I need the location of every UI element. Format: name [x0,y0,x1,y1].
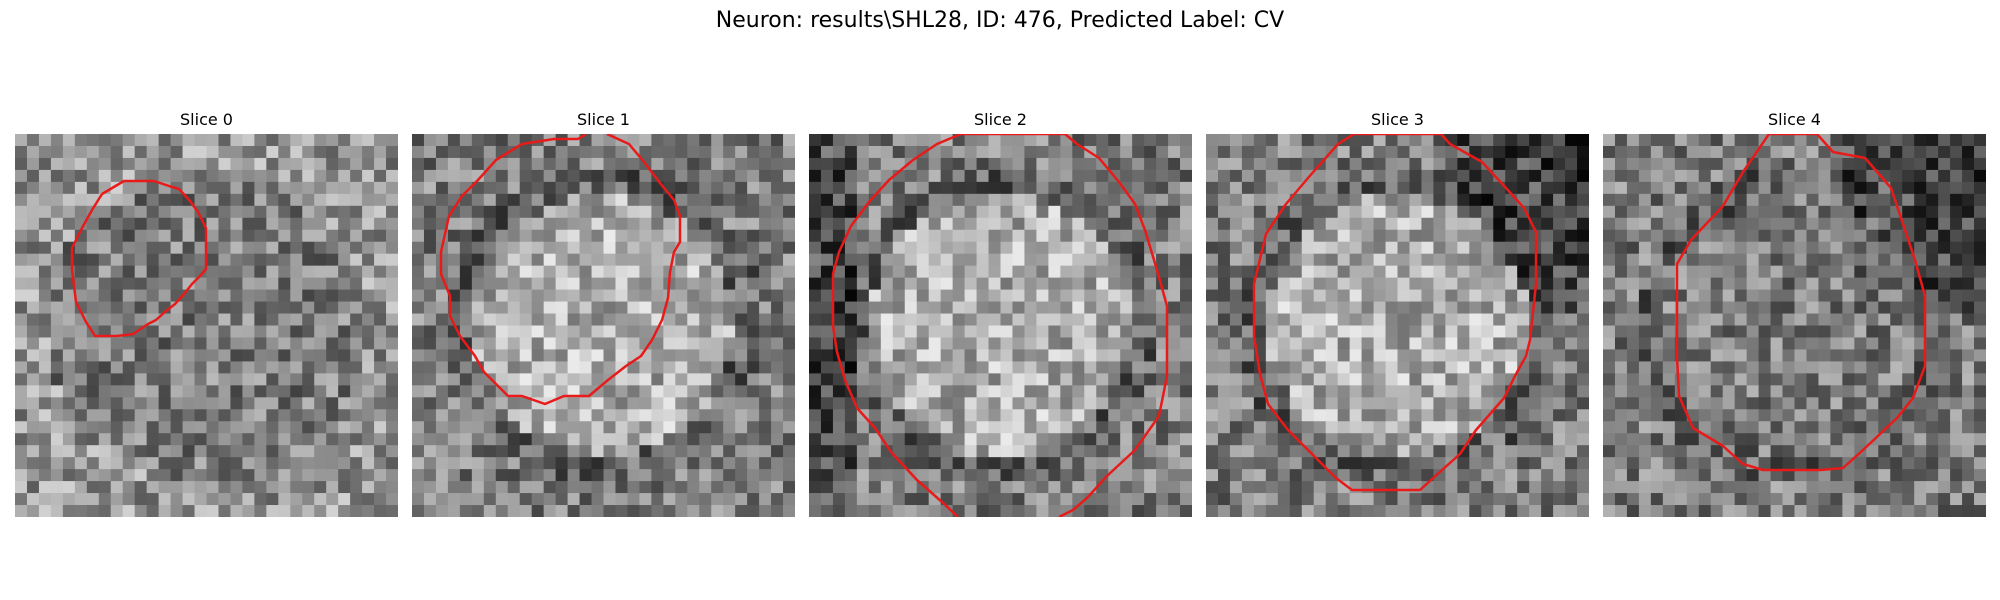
slice-image [412,134,795,517]
pixel-grid [1603,134,1986,517]
roi-contour [1675,134,1927,472]
slice-title: Slice 2 [974,110,1027,129]
roi-contour [831,134,1169,517]
roi-contour [70,179,208,338]
slice-image [15,134,398,517]
slice-image [809,134,1192,517]
slice-title: Slice 0 [180,110,233,129]
slice-title: Slice 4 [1768,110,1821,129]
roi-contour [1252,134,1538,492]
slice-image [1603,134,1986,517]
figure-title: Neuron: results\SHL28, ID: 476, Predicte… [715,8,1285,33]
slice-image [1206,134,1589,517]
pixel-grid [412,134,795,517]
roi-contour [439,134,682,406]
pixel-grid [809,134,1192,517]
slice-title: Slice 1 [577,110,630,129]
pixel-grid [1206,134,1589,517]
slice-title: Slice 3 [1371,110,1424,129]
pixel-grid [15,134,398,517]
